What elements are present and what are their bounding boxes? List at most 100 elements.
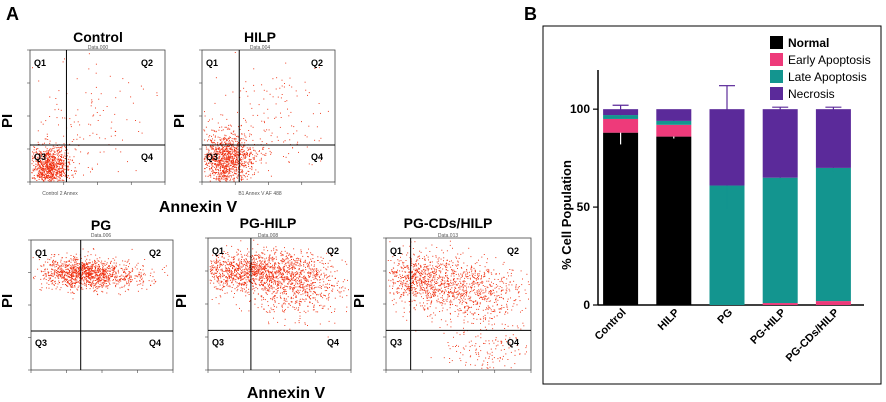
flow-dot [204, 111, 205, 113]
flow-dot [61, 155, 62, 157]
flow-dot [331, 290, 333, 292]
flow-dot [241, 263, 243, 265]
flow-dot [99, 151, 101, 153]
flow-dot [235, 140, 237, 142]
flow-dot [226, 267, 227, 269]
flow-dot [270, 263, 271, 265]
flow-dot [121, 268, 123, 269]
flow-dot [37, 165, 39, 167]
flow-dot [126, 275, 128, 277]
flow-dot [89, 277, 91, 278]
flow-dot [103, 281, 105, 283]
flow-dot [210, 175, 212, 176]
flow-dot [218, 176, 220, 177]
flow-dot [225, 151, 227, 152]
flow-dot [234, 256, 236, 258]
flow-dot [207, 163, 209, 164]
flow-dot [135, 275, 137, 277]
flow-dot [124, 268, 126, 270]
flow-dot [249, 268, 251, 270]
flow-dot [262, 147, 264, 149]
flow-dot [267, 278, 269, 280]
flow-dot [96, 278, 97, 280]
flow-dot [229, 275, 230, 277]
flow-dot [62, 117, 63, 119]
flow-dot [214, 278, 216, 280]
flow-dot [98, 277, 100, 279]
flow-dot [44, 151, 46, 153]
flow-dot [45, 120, 47, 122]
flow-dot [62, 167, 64, 169]
flow-dot [34, 178, 36, 180]
flow-dot [232, 134, 234, 135]
flow-dot [255, 274, 257, 275]
flow-dot [288, 115, 290, 117]
flow-dot [280, 297, 282, 298]
flow-dot [98, 270, 100, 272]
flow-dot [316, 300, 318, 302]
flow-dot [82, 265, 84, 267]
flow-dot [224, 172, 226, 174]
flow-dot [328, 276, 330, 278]
flow-dot [45, 167, 47, 169]
flow-dot [254, 290, 256, 292]
flow-dot [72, 278, 73, 280]
flow-dot [233, 174, 235, 176]
flow-dot [292, 297, 294, 299]
flow-dot [51, 283, 53, 285]
flow-dot [264, 262, 266, 264]
flow-dot [311, 303, 313, 304]
flow-dot [44, 273, 46, 275]
flow-dot [228, 161, 230, 163]
flow-dot [115, 256, 117, 258]
flow-dot [242, 153, 244, 155]
flow-dot [119, 278, 121, 280]
flow-dot [151, 268, 153, 270]
flow-dot [224, 126, 226, 128]
flow-dot [227, 157, 229, 159]
flow-dot [221, 158, 223, 160]
flow-dot [223, 166, 225, 168]
flow-dot [245, 279, 247, 281]
flow-dot [40, 121, 42, 123]
flow-dot [250, 161, 252, 163]
flow-dot [237, 248, 239, 250]
flow-dot [114, 130, 116, 132]
flow-dot [109, 277, 111, 279]
flow-dot [47, 273, 49, 275]
flow-dot [36, 158, 38, 160]
flow-dot [253, 292, 255, 294]
flow-dot [232, 284, 234, 286]
flow-dot [65, 257, 67, 259]
flow-dot [238, 273, 240, 275]
flow-dot [220, 174, 222, 176]
flow-dot [41, 153, 43, 154]
flow-dot [298, 269, 300, 271]
flow-dot [211, 148, 213, 150]
flow-dot [56, 264, 58, 266]
flow-dot [140, 272, 142, 274]
flow-dot [81, 277, 83, 279]
flow-dot [254, 265, 256, 267]
flow-dot [233, 177, 235, 179]
flow-dot [289, 273, 291, 275]
flow-dot [236, 282, 238, 284]
flow-dot [275, 249, 277, 251]
flow-dot [64, 273, 66, 275]
flow-dot [310, 284, 312, 286]
flow-dot [226, 159, 228, 161]
flow-dot [227, 270, 229, 272]
flow-dot [287, 108, 288, 110]
flow-dot [66, 285, 68, 287]
flow-dot [285, 293, 287, 295]
flow-dot [216, 149, 217, 151]
flow-dot [230, 148, 232, 150]
flow-dot [75, 114, 77, 116]
quadrant-label-q1: Q1 [206, 58, 218, 68]
flow-dot [221, 154, 223, 156]
flow-dot [294, 286, 296, 288]
flow-dot [69, 163, 71, 165]
flow-dot [104, 138, 106, 140]
flow-dot [294, 322, 296, 324]
flow-dot [246, 292, 248, 294]
